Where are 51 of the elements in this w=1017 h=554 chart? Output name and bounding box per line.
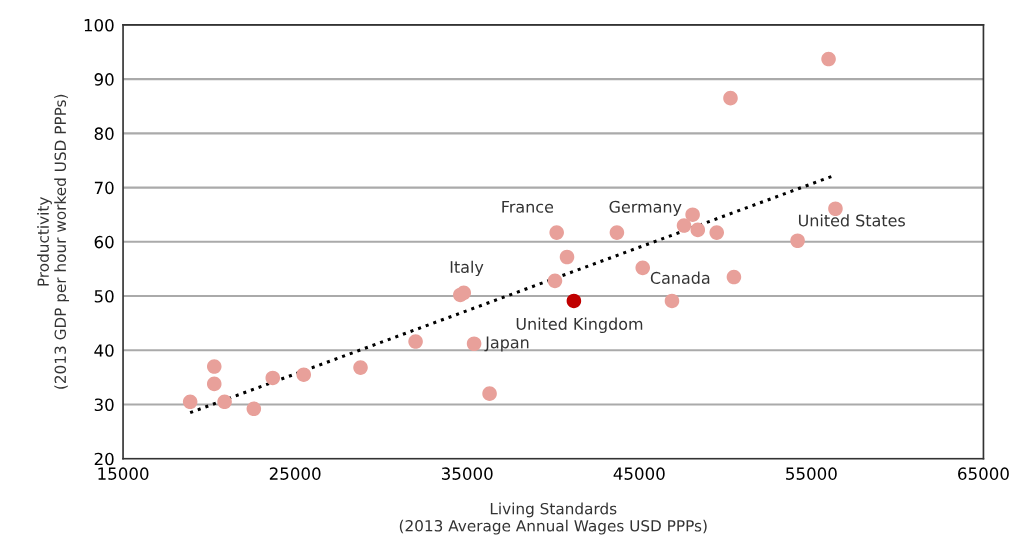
y-tick-label: 30 — [94, 398, 114, 412]
x-tick-label: 65000 — [958, 467, 1009, 480]
point — [296, 367, 312, 382]
point — [726, 269, 742, 285]
annotation: United States — [798, 214, 905, 227]
y-tick-label: 100 — [84, 18, 114, 32]
point — [456, 285, 472, 301]
point — [685, 207, 700, 222]
point — [265, 370, 281, 386]
point — [709, 225, 724, 240]
annotation: United Kingdom — [516, 317, 643, 334]
point — [664, 293, 680, 309]
point — [609, 225, 625, 240]
point — [549, 225, 564, 240]
point — [690, 222, 706, 238]
point — [353, 360, 368, 375]
point — [547, 273, 563, 289]
x-tick-label: 15000 — [98, 467, 149, 480]
point — [182, 394, 198, 410]
annotation: Japan — [484, 336, 529, 352]
y-tick-label: 90 — [94, 73, 114, 86]
point — [723, 90, 738, 106]
point — [790, 233, 805, 249]
point — [482, 386, 497, 401]
y-axis-title: Productivity (2013 GDP per hour worked USD PPPs) — [37, 94, 70, 389]
y-tick-label: 20 — [94, 452, 114, 466]
point — [246, 401, 262, 417]
point — [676, 218, 692, 233]
point — [217, 394, 232, 410]
point — [206, 359, 222, 374]
annotation: Italy — [450, 260, 484, 277]
point — [821, 51, 836, 67]
point — [206, 376, 222, 392]
annotation: France — [502, 200, 554, 213]
x-tick-label: 55000 — [786, 467, 837, 480]
point — [466, 336, 482, 352]
point — [635, 260, 651, 276]
point — [408, 334, 423, 349]
annotation: Germany — [609, 200, 682, 216]
x-axis-title: Living Standards (2013 Average Annual Wages USD PPPs) — [399, 502, 707, 535]
x-tick-label: 45000 — [613, 467, 665, 480]
y-tick-label: 70 — [94, 181, 114, 195]
y-tick-label: 60 — [94, 235, 114, 249]
annotation: Canada — [650, 271, 710, 284]
y-tick-label: 40 — [94, 344, 114, 357]
x-tick-label: 25000 — [269, 467, 321, 480]
point — [566, 293, 582, 309]
y-tick-label: 80 — [94, 127, 114, 140]
x-tick-label: 35000 — [441, 467, 493, 480]
point — [559, 249, 575, 265]
y-tick-label: 50 — [94, 290, 114, 303]
